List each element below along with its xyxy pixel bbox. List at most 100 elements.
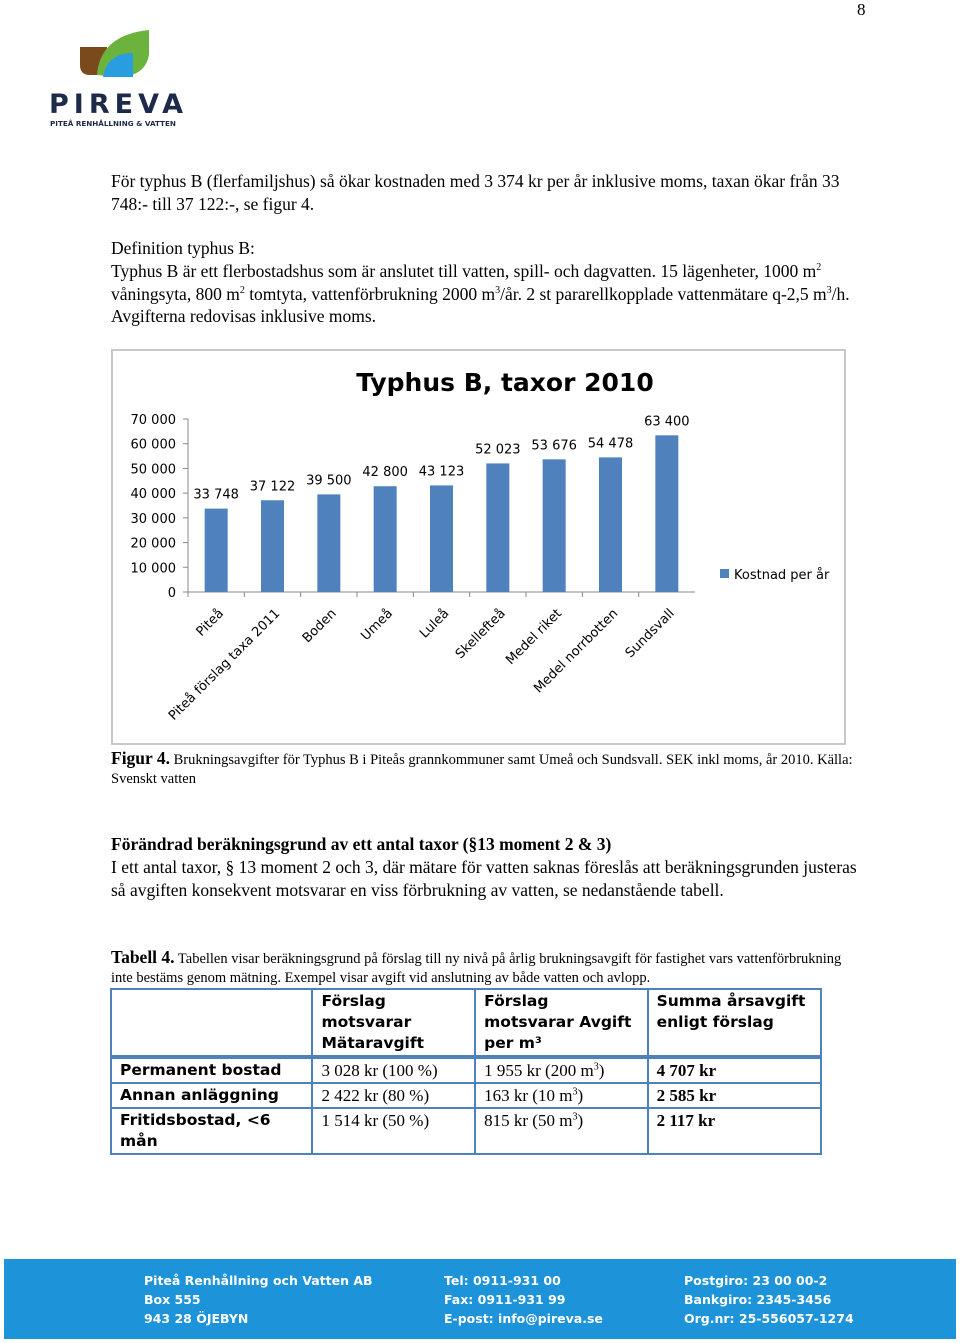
y-tick-label: 30 000	[131, 512, 177, 527]
x-tick-label: Medel riket	[503, 606, 565, 668]
superscript: 3	[593, 1061, 599, 1073]
x-tick-label: Piteå förslag taxa 2011	[166, 606, 283, 723]
logo: PIREVA PITEÅ RENHÅLLNING & VATTEN	[49, 30, 188, 128]
table-header-cell: Förslag motsvarar Avgift per m³	[474, 988, 649, 1058]
text: )	[598, 1061, 605, 1080]
table-header-cell: Summa årsavgift enligt förslag	[646, 988, 823, 1058]
paragraph: I ett antal taxor, § 13 moment 2 och 3, …	[111, 857, 857, 900]
table-header-cell: Förslag motsvarar Mätaravgift	[311, 988, 477, 1058]
table-cell	[109, 988, 314, 1058]
x-tick-label: Umeå	[358, 606, 396, 644]
paragraph: För typhus B (flerfamiljshus) så ökar ko…	[111, 171, 840, 214]
text: )	[577, 1111, 584, 1130]
caption-label: Figur 4.	[111, 748, 170, 768]
table-row: Fritidsbostad, <6 mån 1 514 kr (50 %) 815 …	[109, 1107, 823, 1155]
y-tick-label: 70 000	[131, 413, 177, 428]
superscript: 2	[816, 262, 822, 274]
bar	[373, 486, 397, 592]
table-cell: 1 514 kr (50 %)	[311, 1107, 477, 1155]
x-tick-label: Skellefteå	[453, 606, 509, 662]
legend-label: Kostnad per år	[734, 568, 830, 583]
footer-line: Fax: 0911-931 99	[444, 1292, 566, 1307]
text: 1 955 kr (200 m	[484, 1061, 594, 1080]
footer-column: Piteå Renhållning och Vatten AB Box 555 94…	[144, 1271, 373, 1328]
logo-name: PIREVA	[49, 89, 188, 120]
text: Typhus B är ett flerbostadshus som är an…	[111, 261, 817, 281]
figure-caption: Figur 4. Brukningsavgifter för Typhus B …	[111, 749, 871, 789]
paragraph: Typhus B är ett flerbostadshus som är an…	[111, 260, 871, 328]
table-cell: Fritidsbostad, <6 mån	[109, 1107, 314, 1155]
text: tomtyta, vattenförbrukning 2000 m	[244, 283, 496, 304]
bar	[599, 457, 622, 592]
table-cell: 3 028 kr (100 %)	[311, 1056, 477, 1084]
text: 163 kr (10 m	[484, 1086, 573, 1105]
table-cell: 2 585 kr	[646, 1082, 823, 1109]
table-cell: 163 kr (10 m3)	[474, 1082, 649, 1109]
table-row: Permanent bostad 3 028 kr (100 %) 1 955 kr…	[109, 1056, 823, 1084]
footer-line: 943 28 ÖJEBYN	[144, 1311, 249, 1326]
table-cell: Permanent bostad	[109, 1056, 314, 1084]
footer-line: Postgiro: 23 00 00-2	[684, 1273, 828, 1288]
table-cell: 1 955 kr (200 m3)	[474, 1056, 649, 1084]
text: )	[577, 1086, 584, 1105]
table-cell: 2 117 kr	[646, 1107, 823, 1155]
heading: Definition typhus B:	[111, 238, 255, 258]
value-label: 54 478	[588, 436, 634, 451]
value-label: 39 500	[306, 473, 352, 488]
chart: Typhus B, taxor 2010 0 10 000 20 000 30 000…	[131, 368, 830, 724]
page-number: 8	[857, 0, 866, 19]
y-tick-label: 50 000	[131, 462, 177, 477]
text: /h. Avgifterna redovisas inklusive moms.	[111, 283, 850, 327]
value-label: 63 400	[644, 414, 690, 429]
bar	[317, 494, 341, 592]
footer-line: Bankgiro: 2345-3456	[684, 1292, 832, 1307]
footer-line: Org.nr: 25-556057-1274	[684, 1311, 854, 1326]
legend-swatch	[720, 569, 729, 578]
bar	[204, 508, 228, 592]
footer-line: Piteå Renhållning och Vatten AB	[144, 1273, 373, 1288]
y-tick-label: 40 000	[131, 487, 177, 502]
table-cell: Annan anläggning	[109, 1082, 314, 1109]
caption-text: Brukningsavgifter för Typhus B i Piteås …	[111, 752, 853, 787]
table-header-row: Förslag motsvarar Mätaravgift Förslag mot…	[109, 988, 823, 1058]
footer: Piteå Renhållning och Vatten AB Box 555 94…	[4, 1259, 956, 1339]
footer-line: Tel: 0911-931 00	[444, 1273, 561, 1288]
bar	[655, 435, 679, 592]
value-label: 42 800	[362, 465, 408, 480]
x-tick-label: Piteå	[194, 606, 227, 639]
value-label: 37 122	[250, 479, 296, 494]
x-tick-label: Sundsvall	[623, 606, 678, 661]
footer-line: E-post: info@pireva.se	[444, 1311, 603, 1326]
caption-label: Tabell 4.	[111, 947, 175, 967]
bar	[430, 485, 453, 592]
chart-frame: Typhus B, taxor 2010 0 10 000 20 000 30 000…	[111, 349, 846, 745]
value-label: 52 023	[475, 442, 521, 457]
table-cell: 2 422 kr (80 %)	[311, 1082, 477, 1109]
x-tick-label: Boden	[300, 606, 340, 646]
bar	[486, 463, 510, 592]
superscript: 3	[826, 284, 832, 296]
text: /år. 2 st pararellkopplade vattenmätare …	[500, 283, 827, 304]
caption-text: Tabellen visar beräkningsgrund på försla…	[111, 951, 842, 986]
superscript: 3	[572, 1086, 578, 1098]
table-row: Annan anläggning 2 422 kr (80 %) 163 kr (1…	[109, 1082, 823, 1109]
footer-column: Postgiro: 23 00 00-2 Bankgiro: 2345-3456 O…	[684, 1271, 854, 1328]
table-cell: 4 707 kr	[646, 1056, 823, 1084]
bar	[542, 459, 566, 592]
footer-line: Box 555	[144, 1292, 201, 1307]
y-tick-label: 10 000	[131, 561, 177, 576]
text: våningsyta, 800 m	[111, 283, 240, 304]
footer-column: Tel: 0911-931 00 Fax: 0911-931 99 E-post: …	[444, 1271, 603, 1328]
y-tick-label: 60 000	[131, 438, 177, 453]
logo-leaf	[103, 53, 133, 77]
table-cell: 815 kr (50 m3)	[474, 1107, 649, 1155]
y-tick-label: 0	[168, 586, 176, 601]
section-heading: Förändrad beräkningsgrund av ett antal t…	[111, 834, 612, 854]
superscript: 2	[239, 284, 245, 296]
value-label: 43 123	[419, 464, 465, 479]
y-tick-label: 20 000	[131, 537, 177, 552]
bar	[261, 500, 284, 592]
value-label: 53 676	[531, 438, 577, 453]
superscript: 3	[572, 1111, 578, 1123]
